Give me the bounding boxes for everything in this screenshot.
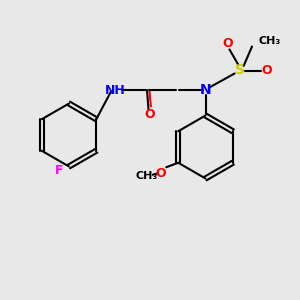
Text: N: N xyxy=(200,83,211,97)
Text: NH: NH xyxy=(105,83,126,97)
Text: O: O xyxy=(262,64,272,77)
Text: O: O xyxy=(223,37,233,50)
Text: F: F xyxy=(55,164,64,178)
Text: O: O xyxy=(145,107,155,121)
Text: O: O xyxy=(155,167,166,180)
Text: S: S xyxy=(235,64,245,77)
Text: CH₃: CH₃ xyxy=(136,171,158,181)
Text: CH₃: CH₃ xyxy=(258,35,280,46)
